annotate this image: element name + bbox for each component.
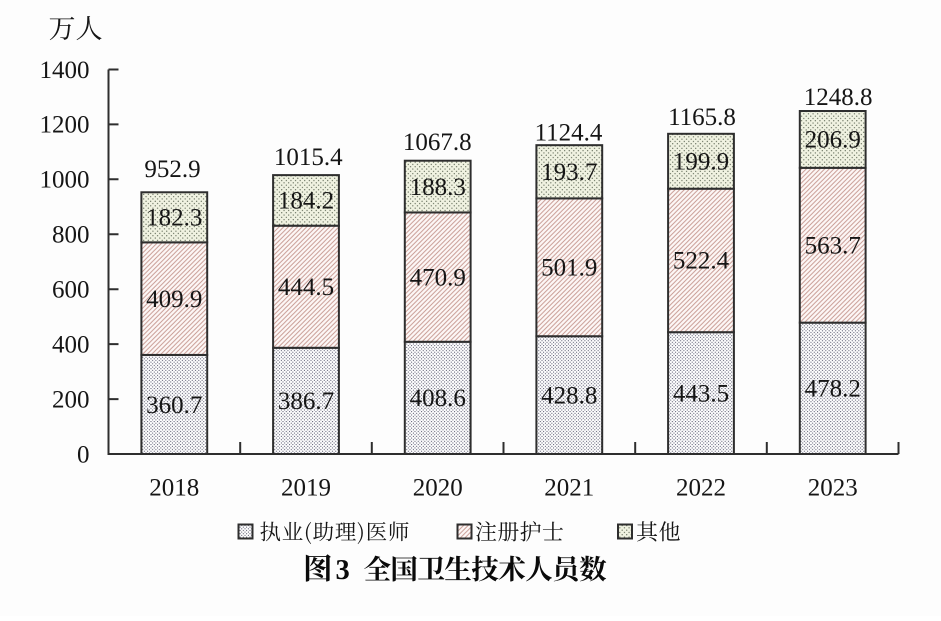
svg-text:386.7: 386.7 (278, 388, 334, 415)
svg-text:600: 600 (52, 277, 90, 304)
svg-text:1200: 1200 (40, 112, 90, 139)
svg-text:444.5: 444.5 (278, 274, 334, 301)
svg-text:182.3: 182.3 (146, 205, 202, 232)
svg-text:1124.4: 1124.4 (535, 119, 603, 146)
svg-text:360.7: 360.7 (146, 392, 202, 419)
svg-text:563.7: 563.7 (805, 233, 861, 260)
svg-text:2020: 2020 (413, 475, 463, 502)
svg-text:199.9: 199.9 (673, 149, 729, 176)
svg-text:1400: 1400 (40, 57, 90, 84)
svg-text:428.8: 428.8 (541, 382, 597, 409)
svg-text:1067.8: 1067.8 (403, 129, 472, 156)
svg-text:2021: 2021 (544, 475, 594, 502)
svg-text:2019: 2019 (281, 475, 331, 502)
svg-text:3: 3 (336, 555, 350, 586)
svg-text:1165.8: 1165.8 (668, 104, 736, 131)
svg-text:409.9: 409.9 (146, 286, 202, 313)
svg-text:2022: 2022 (676, 475, 726, 502)
svg-text:184.2: 184.2 (278, 188, 334, 215)
svg-text:443.5: 443.5 (673, 380, 729, 407)
svg-text:522.4: 522.4 (673, 248, 730, 275)
svg-text:408.6: 408.6 (410, 385, 466, 412)
svg-text:952.9: 952.9 (144, 156, 200, 183)
svg-text:800: 800 (52, 222, 90, 249)
svg-text:478.2: 478.2 (805, 376, 861, 403)
svg-text:188.3: 188.3 (410, 174, 466, 201)
svg-text:0: 0 (77, 441, 90, 468)
svg-text:206.9: 206.9 (805, 127, 861, 154)
svg-text:1248.8: 1248.8 (804, 84, 873, 111)
svg-text:2018: 2018 (149, 475, 199, 502)
svg-text:2023: 2023 (808, 475, 858, 502)
svg-text:400: 400 (52, 331, 90, 358)
svg-text:1000: 1000 (40, 167, 90, 194)
svg-text:501.9: 501.9 (541, 255, 597, 282)
svg-text:200: 200 (52, 386, 90, 413)
svg-text:1015.4: 1015.4 (274, 144, 343, 171)
svg-text:193.7: 193.7 (541, 159, 597, 186)
svg-text:470.9: 470.9 (410, 264, 466, 291)
